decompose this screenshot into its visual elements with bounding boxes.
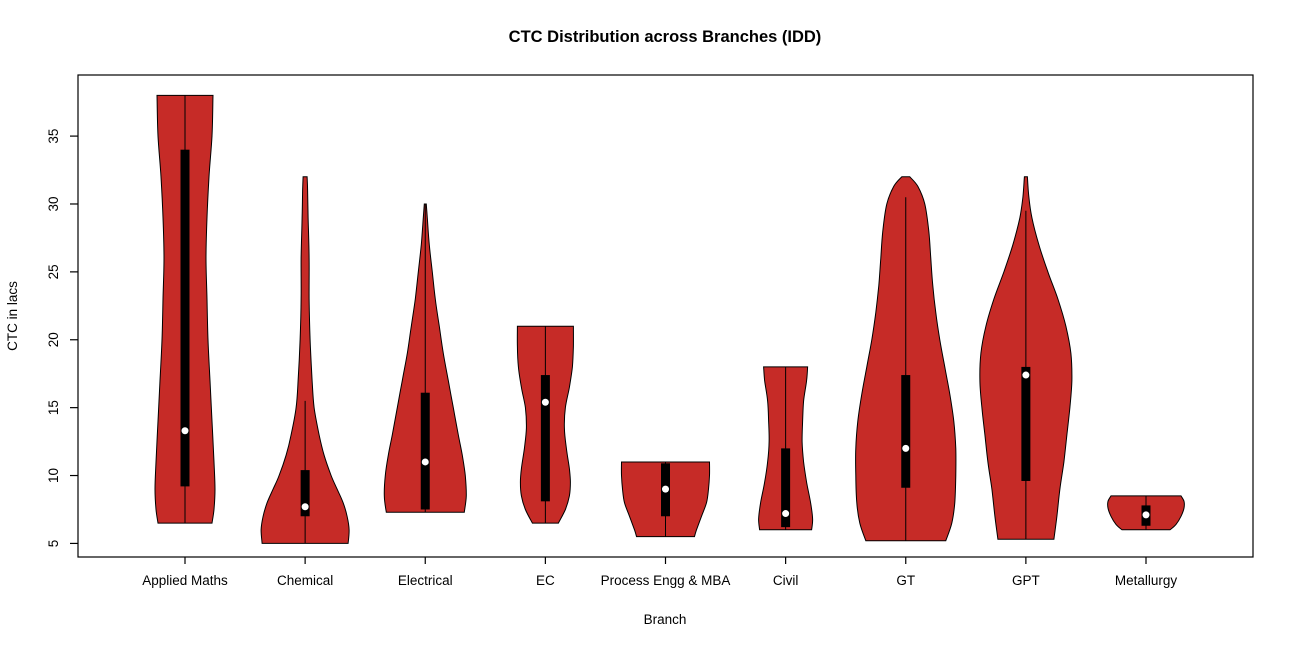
y-tick-label: 35	[46, 129, 61, 144]
chart-title: CTC Distribution across Branches (IDD)	[509, 28, 822, 46]
x-category-label: Process Engg & MBA	[601, 573, 731, 588]
median-dot	[662, 485, 669, 493]
plot-area: 5 10 15 20 25 30 35 Applied Maths Chemical Electr…	[46, 74, 1254, 588]
median-dot	[1142, 511, 1150, 519]
median-dot	[301, 503, 309, 511]
x-category-label: GT	[896, 573, 915, 588]
median-dot	[181, 427, 189, 435]
y-tick-label: 10	[46, 468, 61, 483]
y-tick-label: 15	[46, 400, 61, 415]
x-axis-label: Branch	[644, 612, 687, 627]
y-axis-label: CTC in lacs	[5, 281, 20, 351]
x-category-label: GPT	[1012, 573, 1040, 588]
iqr-box	[901, 375, 911, 488]
iqr-box	[781, 448, 791, 528]
iqr-box	[180, 149, 190, 487]
median-dot	[541, 398, 549, 406]
x-category-label: EC	[536, 573, 555, 588]
x-category-label: Applied Maths	[142, 573, 228, 588]
x-category-label: Civil	[773, 573, 799, 588]
median-dot	[421, 458, 429, 466]
median-dot	[1022, 371, 1030, 379]
x-category-label: Metallurgy	[1115, 573, 1178, 588]
y-tick-label: 25	[46, 264, 61, 279]
median-dot	[902, 444, 910, 452]
iqr-box	[1021, 366, 1031, 481]
iqr-box	[300, 470, 310, 517]
y-tick-label: 20	[46, 332, 61, 347]
iqr-box	[540, 375, 550, 502]
y-tick-label: 5	[46, 540, 61, 548]
x-category-label: Chemical	[277, 573, 333, 588]
violin-body	[260, 176, 350, 544]
iqr-box	[420, 392, 430, 510]
y-tick-label: 30	[46, 196, 61, 211]
median-dot	[782, 510, 790, 518]
x-category-label: Electrical	[398, 573, 453, 588]
